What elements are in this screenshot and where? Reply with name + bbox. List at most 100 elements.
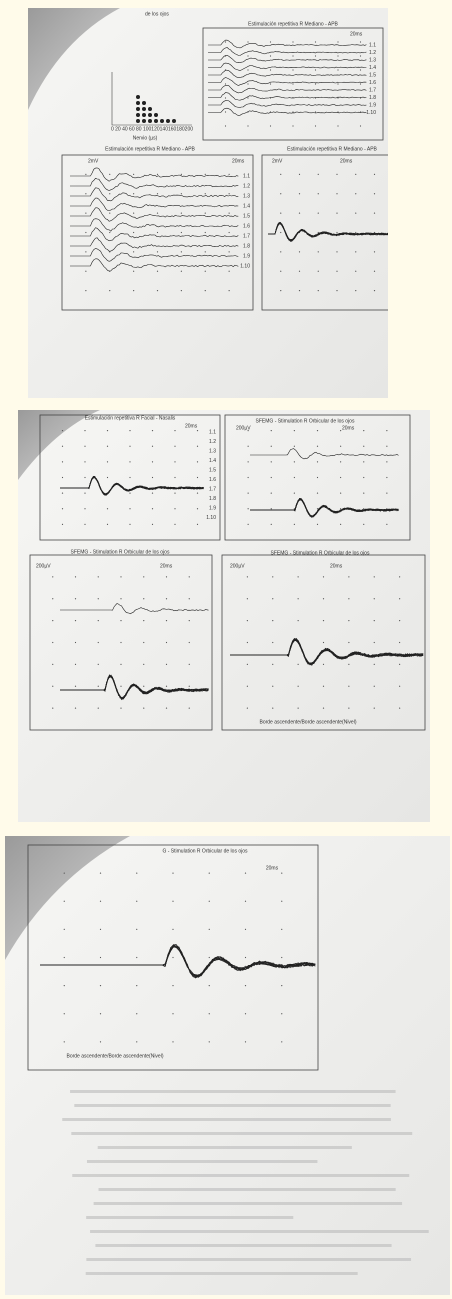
- grid-dot: [247, 664, 248, 665]
- grid-dot: [225, 125, 226, 126]
- paper: [28, 8, 388, 398]
- grid-dot: [152, 446, 153, 447]
- grid-dot: [374, 686, 375, 687]
- photo-2: Estimulación repetitiva R Facial - Nasal…: [18, 410, 430, 822]
- histogram-dot: [148, 119, 152, 123]
- blurred-text-line: [74, 1104, 390, 1107]
- grid-dot: [197, 461, 198, 462]
- label: 1.2: [209, 439, 216, 445]
- label: Estimulación repetitiva R Mediano - APB: [287, 146, 377, 152]
- grid-dot: [75, 642, 76, 643]
- grid-dot: [84, 461, 85, 462]
- grid-dot: [52, 598, 53, 599]
- grid-dot: [294, 493, 295, 494]
- grid-dot: [292, 83, 293, 84]
- grid-dot: [247, 686, 248, 687]
- grid-dot: [323, 642, 324, 643]
- histogram-dot: [160, 119, 164, 123]
- grid-dot: [64, 873, 65, 874]
- grid-dot: [363, 430, 364, 431]
- label: 20ms: [350, 31, 363, 37]
- grid-dot: [133, 232, 134, 233]
- grid-dot: [181, 174, 182, 175]
- grid-dot: [386, 446, 387, 447]
- grid-dot: [133, 271, 134, 272]
- grid-dot: [337, 41, 338, 42]
- grid-dot: [247, 83, 248, 84]
- grid-dot: [299, 174, 300, 175]
- grid-dot: [64, 1013, 65, 1014]
- grid-dot: [84, 524, 85, 525]
- grid-dot: [374, 271, 375, 272]
- grid-dot: [84, 493, 85, 494]
- label: 2mV: [88, 158, 99, 164]
- grid-dot: [272, 620, 273, 621]
- label: 1.2: [369, 50, 376, 56]
- grid-dot: [100, 929, 101, 930]
- grid-dot: [205, 271, 206, 272]
- grid-dot: [245, 873, 246, 874]
- grid-dot: [323, 686, 324, 687]
- grid-dot: [317, 461, 318, 462]
- grid-dot: [98, 664, 99, 665]
- label: 1.6: [369, 80, 376, 86]
- grid-dot: [62, 446, 63, 447]
- histogram-dot: [142, 113, 146, 117]
- label: Estimulación repetitiva R Facial - Nasal…: [85, 415, 176, 421]
- grid-dot: [374, 664, 375, 665]
- grid-dot: [181, 251, 182, 252]
- grid-dot: [75, 686, 76, 687]
- grid-dot: [133, 251, 134, 252]
- grid-dot: [52, 620, 53, 621]
- grid-dot: [317, 493, 318, 494]
- grid-dot: [52, 708, 53, 709]
- grid-dot: [85, 193, 86, 194]
- grid-dot: [229, 213, 230, 214]
- grid-dot: [374, 251, 375, 252]
- grid-dot: [136, 957, 137, 958]
- label: 1.3: [243, 193, 250, 199]
- histogram-dot: [136, 107, 140, 111]
- grid-dot: [205, 290, 206, 291]
- grid-dot: [298, 664, 299, 665]
- grid-dot: [189, 708, 190, 709]
- grid-dot: [374, 598, 375, 599]
- grid-dot: [271, 524, 272, 525]
- grid-dot: [374, 642, 375, 643]
- label: G - Stimulation R Orbicular de los ojos: [162, 848, 248, 854]
- grid-dot: [337, 97, 338, 98]
- grid-dot: [152, 524, 153, 525]
- grid-dot: [294, 461, 295, 462]
- grid-dot: [205, 193, 206, 194]
- histogram-dot: [166, 119, 170, 123]
- grid-dot: [52, 576, 53, 577]
- grid-dot: [363, 446, 364, 447]
- grid-dot: [209, 1041, 210, 1042]
- grid-dot: [100, 985, 101, 986]
- grid-dot: [270, 55, 271, 56]
- histogram-dot: [136, 113, 140, 117]
- grid-dot: [247, 642, 248, 643]
- grid-dot: [374, 174, 375, 175]
- grid-dot: [272, 708, 273, 709]
- grid-dot: [248, 493, 249, 494]
- grid-dot: [280, 174, 281, 175]
- paper: [5, 836, 450, 1295]
- grid-dot: [136, 873, 137, 874]
- blurred-text-line: [94, 1202, 402, 1205]
- grid-dot: [336, 174, 337, 175]
- blurred-text-line: [86, 1258, 411, 1261]
- grid-dot: [172, 1041, 173, 1042]
- grid-dot: [348, 598, 349, 599]
- grid-dot: [174, 477, 175, 478]
- label: 1.3: [369, 57, 376, 63]
- grid-dot: [247, 125, 248, 126]
- blurred-text-line: [98, 1146, 352, 1149]
- histogram-dot: [136, 119, 140, 123]
- grid-dot: [143, 708, 144, 709]
- grid-dot: [247, 55, 248, 56]
- grid-dot: [360, 41, 361, 42]
- grid-dot: [355, 251, 356, 252]
- grid-dot: [64, 957, 65, 958]
- label: 1.5: [209, 467, 216, 473]
